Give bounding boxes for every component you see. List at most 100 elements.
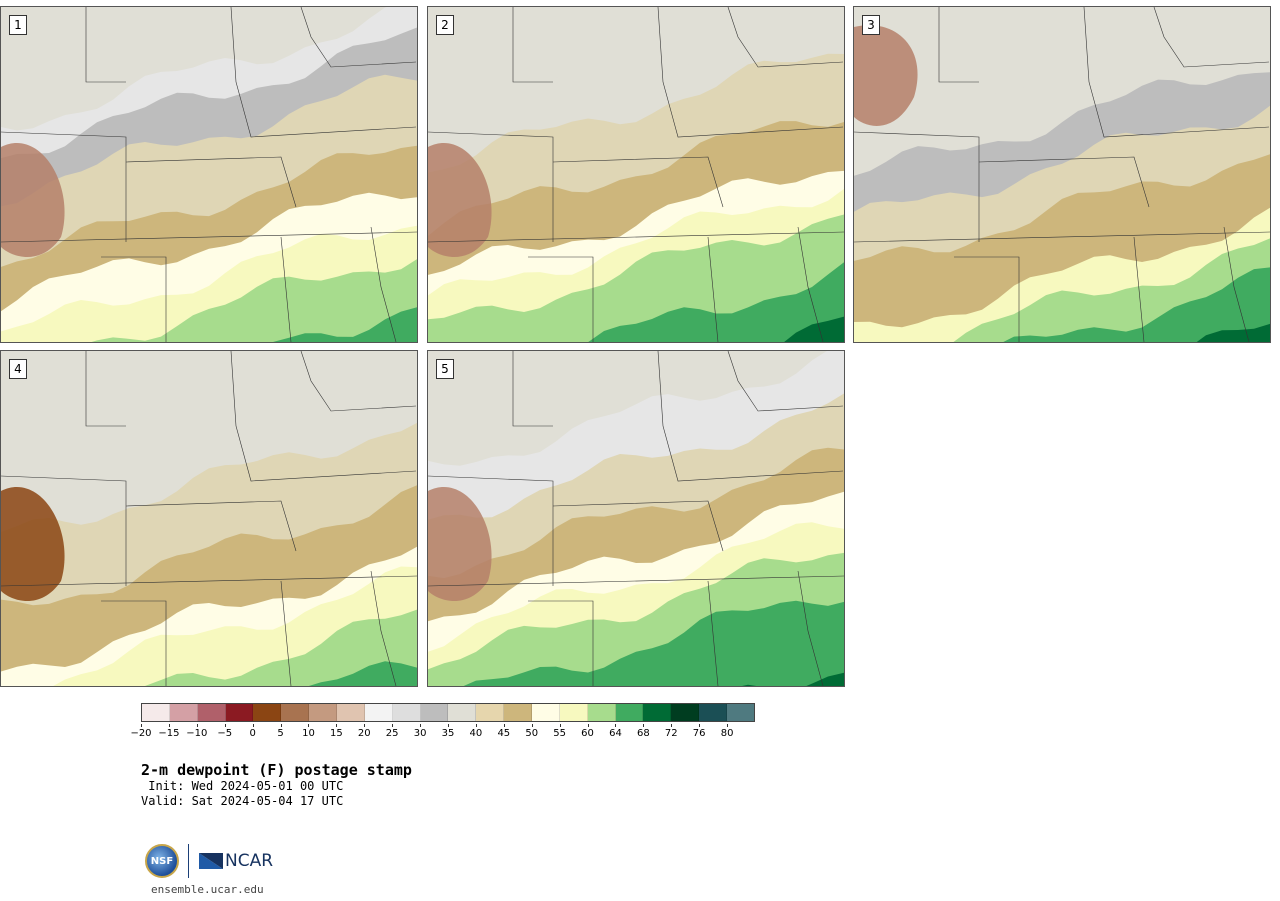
state-boundary <box>1083 7 1270 138</box>
colorbar-swatch <box>476 704 505 721</box>
ncar-logo: NCAR <box>198 851 273 871</box>
colorbar-tick-label: 76 <box>692 728 706 739</box>
colorbar-tick-label: 25 <box>385 728 399 739</box>
valid-time: Valid: Sat 2024-05-04 17 UTC <box>141 794 344 808</box>
stamp-panel-5: 5 <box>427 350 845 687</box>
state-boundary <box>1 231 417 243</box>
panel-label-3: 3 <box>862 15 880 35</box>
colorbar-tick-label: 5 <box>277 728 284 739</box>
dry-terrain-region <box>428 143 492 257</box>
dewpoint-band <box>91 259 417 342</box>
dewpoint-map-1 <box>1 7 417 342</box>
panel-label-5: 5 <box>436 359 454 379</box>
state-boundary <box>657 7 844 138</box>
state-boundary <box>428 131 554 242</box>
state-boundary <box>707 236 719 342</box>
dewpoint-band <box>742 672 844 686</box>
colorbar-tick-mark <box>420 724 422 727</box>
site-url: ensemble.ucar.edu <box>151 883 264 896</box>
state-boundary <box>1153 7 1270 68</box>
state-boundary <box>528 600 594 686</box>
state-boundary <box>854 131 980 242</box>
colorbar-tick-label: 80 <box>720 728 734 739</box>
colorbar-swatch <box>281 704 310 721</box>
panel-label-1: 1 <box>9 15 27 35</box>
colorbar-tick-label: 50 <box>525 728 539 739</box>
dewpoint-map-3 <box>854 7 1270 342</box>
dry-terrain-region <box>1 143 65 257</box>
colorbar-swatch <box>420 704 449 721</box>
colorbar-tick-label: 55 <box>553 728 566 739</box>
colorbar-tick-mark <box>308 724 310 727</box>
state-boundary <box>707 580 719 686</box>
colorbar-tick-label: 30 <box>413 728 427 739</box>
stamp-panel-2: 2 <box>427 6 845 343</box>
colorbar-swatch <box>253 704 282 721</box>
state-boundary <box>954 256 1020 342</box>
colorbar-swatch <box>587 704 616 721</box>
colorbar-tick-mark <box>727 724 729 727</box>
dewpoint-band <box>784 316 844 342</box>
init-time: Init: Wed 2024-05-01 00 UTC <box>141 779 344 793</box>
state-boundary <box>230 351 417 482</box>
nsf-logo: NSF <box>145 844 179 878</box>
colorbar-tick-label: −20 <box>130 728 152 739</box>
state-boundary <box>125 156 297 208</box>
dewpoint-band <box>241 307 417 342</box>
colorbar-tick-mark <box>699 724 701 727</box>
state-boundary <box>230 7 417 138</box>
colorbar-tick-mark <box>587 724 589 727</box>
colorbar-swatch <box>448 704 477 721</box>
colorbar-tick-mark <box>559 724 561 727</box>
dewpoint-band <box>588 262 844 342</box>
ncar-wordmark: NCAR <box>225 851 274 871</box>
state-boundary <box>727 7 844 68</box>
state-boundary <box>1 575 417 587</box>
state-boundary <box>797 570 824 686</box>
state-boundary <box>125 500 297 552</box>
page-title: 2-m dewpoint (F) postage stamp <box>141 761 412 779</box>
stamp-panel-4: 4 <box>0 350 418 687</box>
state-boundary <box>370 570 397 686</box>
dry-terrain-region <box>1 487 65 601</box>
colorbar-tick-mark <box>141 724 142 727</box>
colorbar-swatch <box>197 704 226 721</box>
colorbar-tick-label: 60 <box>581 728 594 739</box>
stamp-panel-1: 1 <box>0 6 418 343</box>
dewpoint-map-4 <box>1 351 417 686</box>
state-boundary <box>512 7 553 83</box>
colorbar-swatch <box>559 704 588 721</box>
state-boundary <box>280 236 292 342</box>
state-boundary <box>428 575 844 587</box>
colorbar-swatch <box>309 704 338 721</box>
state-boundary <box>552 500 724 552</box>
state-boundary <box>512 351 553 427</box>
dewpoint-map-2 <box>428 7 844 342</box>
state-boundary <box>727 351 844 412</box>
panel-label-4: 4 <box>9 359 27 379</box>
colorbar-swatch <box>142 704 170 721</box>
colorbar-tick-mark <box>503 724 505 727</box>
colorbar-swatch <box>643 704 672 721</box>
colorbar-tick-mark <box>336 724 338 727</box>
colorbar-tick-mark <box>392 724 394 727</box>
colorbar-tick-label: −10 <box>186 728 208 739</box>
colorbar-tick-mark <box>168 724 170 727</box>
colorbar-tick-label: 72 <box>664 728 678 739</box>
state-boundary <box>280 580 292 686</box>
state-boundary <box>300 7 417 68</box>
state-boundary <box>300 351 417 412</box>
state-boundary <box>1 475 127 586</box>
state-boundary <box>370 226 397 342</box>
colorbar-tick-mark <box>224 724 226 727</box>
colorbar-tick-label: 20 <box>357 728 371 739</box>
colorbar-swatch <box>504 704 533 721</box>
panel-label-2: 2 <box>436 15 454 35</box>
colorbar-tick-mark <box>252 724 254 727</box>
dewpoint-band <box>308 661 417 686</box>
colorbar-tick-mark <box>615 724 617 727</box>
colorbar-tick-mark <box>671 724 673 727</box>
colorbar-swatch <box>364 704 393 721</box>
logos: NSF NCAR <box>145 843 273 879</box>
dewpoint-band <box>1196 323 1270 342</box>
